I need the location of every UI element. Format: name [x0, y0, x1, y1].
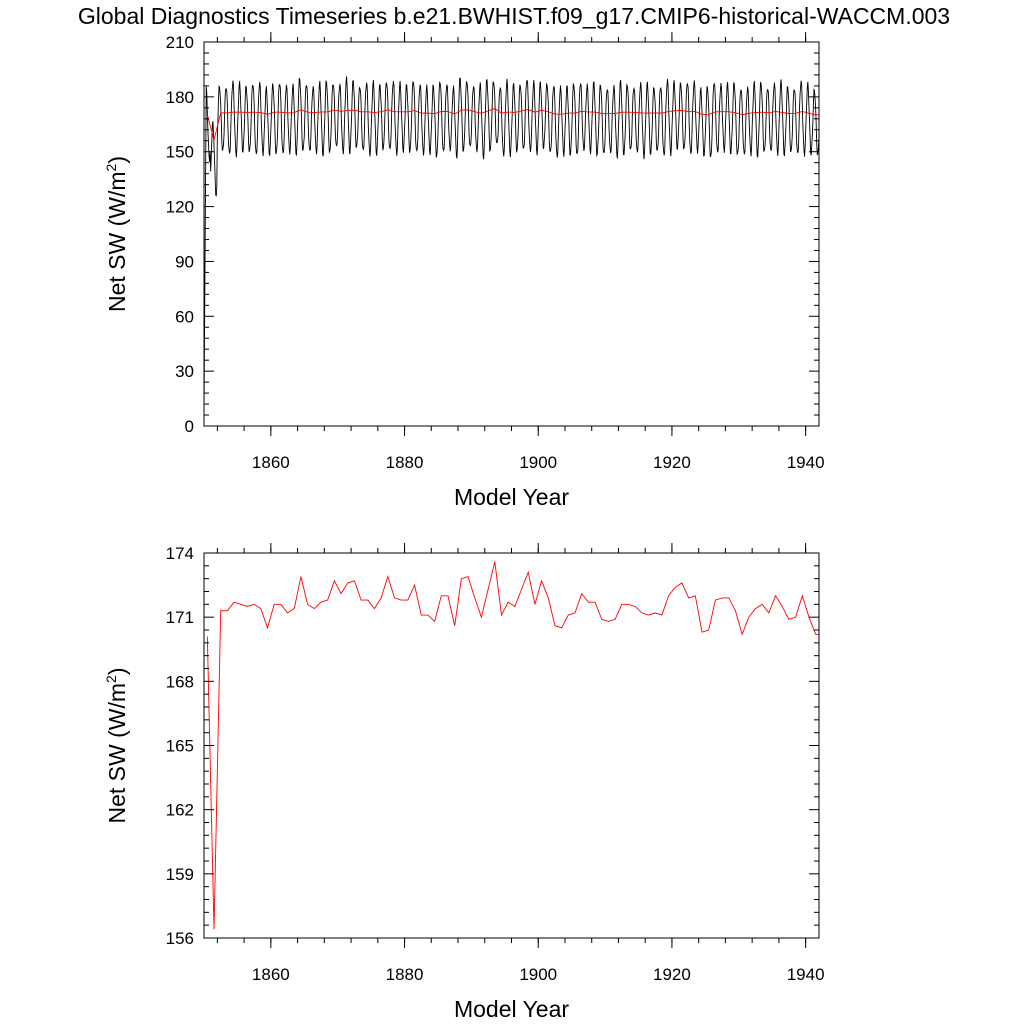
y-tick-label: 168	[166, 672, 194, 691]
bottom-chart-y-axis-label-main: Net SW (W/m	[104, 683, 130, 824]
bottom-chart-y-axis-label-end: )	[104, 667, 130, 675]
top-chart-plot-area	[203, 76, 820, 412]
x-tick-label: 1900	[519, 965, 557, 984]
bottom-chart-y-axis-label: Net SW (W/m2)	[103, 667, 130, 823]
y-tick-label: 30	[175, 362, 194, 381]
annual-mean-series-line	[206, 108, 819, 141]
y-tick-label: 60	[175, 307, 194, 326]
y-tick-label: 180	[166, 88, 194, 107]
top-chart-y-axis-label-main: Net SW (W/m	[104, 171, 130, 312]
y-tick-label: 210	[166, 33, 194, 52]
monthly-series-line	[203, 76, 820, 412]
y-tick-label: 120	[166, 198, 194, 217]
top-chart-y-axis-label-superscript: 2	[103, 163, 119, 171]
bottom-chart-y-axis-label-superscript: 2	[103, 675, 119, 683]
y-tick-label: 150	[166, 143, 194, 162]
y-tick-label: 174	[166, 544, 194, 563]
x-tick-label: 1920	[653, 453, 691, 472]
x-tick-label: 1860	[252, 965, 290, 984]
x-tick-label: 1940	[787, 453, 825, 472]
x-tick-label: 1880	[386, 965, 424, 984]
y-tick-label: 165	[166, 737, 194, 756]
top-chart-ticks: 0 30 60 90 120 150 180 210 1860 1880 1900 1920 1940	[166, 32, 825, 472]
bottom-chart-frame	[203, 552, 820, 939]
annual-mean-series-line	[206, 561, 819, 930]
y-tick-label: 156	[166, 929, 194, 948]
top-chart-y-axis-label: Net SW (W/m2)	[103, 156, 130, 312]
y-tick-label: 171	[166, 608, 194, 627]
top-chart-x-axis-label: Model Year	[454, 484, 569, 510]
y-tick-label: 162	[166, 801, 194, 820]
x-tick-label: 1860	[252, 453, 290, 472]
y-tick-label: 90	[175, 252, 194, 271]
x-tick-label: 1920	[653, 965, 691, 984]
top-chart-y-axis-label-end: )	[104, 156, 130, 164]
bottom-chart-panel: 156 159 162 165 168 171 174 1860 1880 1900 1920 194…	[103, 543, 825, 1022]
bottom-chart-x-axis-label: Model Year	[454, 996, 569, 1022]
bottom-chart-plot-area	[206, 561, 819, 930]
x-tick-label: 1940	[787, 965, 825, 984]
bottom-chart-ticks: 156 159 162 165 168 171 174 1860 1880 1900 1920 194…	[166, 543, 825, 984]
figure-title: Global Diagnostics Timeseries b.e21.BWHI…	[78, 3, 950, 29]
y-tick-label: 159	[166, 865, 194, 884]
x-tick-label: 1900	[519, 453, 557, 472]
y-tick-label: 0	[185, 417, 194, 436]
x-tick-label: 1880	[386, 453, 424, 472]
